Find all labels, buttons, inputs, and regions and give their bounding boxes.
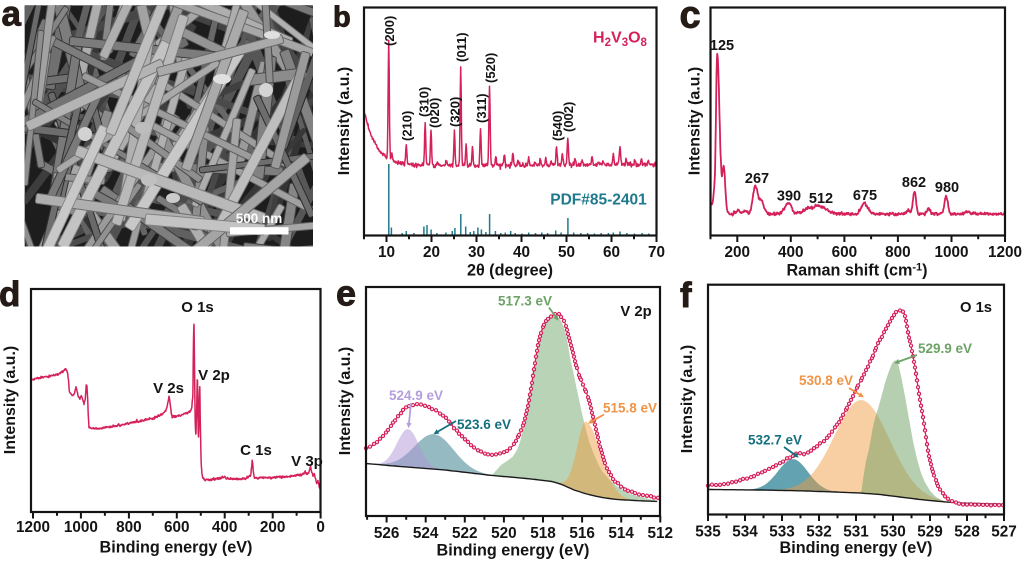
svg-text:532.7 eV: 532.7 eV: [748, 433, 802, 448]
svg-text:O 1s: O 1s: [181, 299, 214, 316]
svg-text:800: 800: [116, 519, 142, 536]
svg-text:0: 0: [316, 519, 325, 536]
svg-text:b: b: [333, 2, 351, 34]
svg-text:(020): (020): [427, 98, 442, 128]
svg-text:(540): (540): [550, 111, 565, 141]
svg-text:531: 531: [843, 524, 869, 541]
svg-text:500 nm: 500 nm: [236, 211, 283, 226]
svg-text:V 3p: V 3p: [291, 453, 323, 470]
svg-text:(311): (311): [474, 93, 489, 123]
svg-text:516: 516: [569, 525, 595, 542]
svg-text:2θ (degree): 2θ (degree): [467, 262, 553, 280]
svg-text:524.9 eV: 524.9 eV: [389, 388, 443, 403]
svg-text:532: 532: [806, 524, 832, 541]
svg-text:O 1s: O 1s: [960, 300, 992, 316]
svg-text:600: 600: [832, 244, 858, 261]
svg-text:d: d: [0, 275, 20, 314]
svg-text:(200): (200): [382, 16, 397, 46]
svg-text:529.9 eV: 529.9 eV: [918, 341, 972, 356]
svg-text:10: 10: [378, 244, 395, 261]
svg-text:125: 125: [710, 38, 734, 54]
svg-text:Intensity (a.u.): Intensity (a.u.): [337, 347, 354, 455]
svg-text:Binding energy (eV): Binding energy (eV): [100, 539, 253, 557]
svg-text:512: 512: [648, 525, 674, 542]
svg-text:517.3 eV: 517.3 eV: [498, 294, 552, 309]
svg-text:530: 530: [880, 524, 906, 541]
svg-text:V 2s: V 2s: [153, 380, 184, 397]
svg-text:862: 862: [902, 175, 926, 191]
svg-text:512: 512: [809, 191, 833, 207]
svg-text:533: 533: [769, 524, 795, 541]
svg-text:1200: 1200: [16, 519, 50, 536]
svg-text:267: 267: [745, 171, 769, 187]
svg-text:527: 527: [991, 524, 1017, 541]
svg-text:400: 400: [778, 244, 804, 261]
svg-text:524: 524: [413, 525, 439, 542]
svg-text:675: 675: [853, 188, 877, 204]
svg-text:H2V3O8: H2V3O8: [593, 30, 648, 50]
svg-text:1000: 1000: [934, 244, 968, 261]
svg-text:PDF#85-2401: PDF#85-2401: [550, 192, 647, 209]
svg-text:40: 40: [513, 244, 530, 261]
svg-text:600: 600: [164, 519, 190, 536]
svg-text:520: 520: [491, 525, 517, 542]
svg-text:Binding energy (eV): Binding energy (eV): [437, 542, 590, 560]
svg-text:800: 800: [885, 244, 911, 261]
svg-text:c: c: [680, 0, 701, 36]
svg-text:200: 200: [725, 244, 751, 261]
svg-text:(320): (320): [448, 97, 463, 127]
svg-text:522: 522: [452, 525, 478, 542]
svg-text:1000: 1000: [64, 519, 98, 536]
svg-text:V 2p: V 2p: [620, 304, 651, 320]
svg-text:60: 60: [603, 244, 620, 261]
svg-text:534: 534: [732, 524, 758, 541]
svg-text:e: e: [336, 273, 356, 314]
svg-text:530.8 eV: 530.8 eV: [799, 373, 853, 388]
svg-text:Raman shift (cm-1): Raman shift (cm-1): [786, 262, 927, 280]
svg-text:Binding energy (eV): Binding energy (eV): [780, 539, 933, 557]
svg-text:f: f: [680, 276, 692, 315]
svg-text:(520): (520): [483, 53, 498, 83]
svg-text:200: 200: [260, 519, 286, 536]
svg-text:1200: 1200: [988, 244, 1022, 261]
svg-text:20: 20: [423, 244, 440, 261]
svg-text:528: 528: [954, 524, 980, 541]
svg-text:400: 400: [212, 519, 238, 536]
svg-text:30: 30: [468, 244, 485, 261]
svg-text:518: 518: [530, 525, 556, 542]
svg-text:526: 526: [374, 525, 400, 542]
svg-text:529: 529: [917, 524, 943, 541]
svg-text:980: 980: [935, 180, 959, 196]
svg-text:Intensity (a.u.): Intensity (a.u.): [687, 67, 704, 175]
svg-text:C 1s: C 1s: [240, 442, 272, 459]
svg-text:(002): (002): [561, 102, 576, 132]
svg-text:(210): (210): [400, 111, 415, 141]
svg-text:V 2p: V 2p: [198, 367, 230, 384]
svg-text:(310): (310): [416, 87, 431, 117]
svg-text:523.6 eV: 523.6 eV: [457, 417, 511, 432]
svg-text:a: a: [2, 0, 22, 34]
svg-text:(011): (011): [454, 32, 469, 62]
svg-text:50: 50: [558, 244, 575, 261]
svg-text:Intensity (a.u.): Intensity (a.u.): [2, 346, 19, 454]
svg-text:515.8 eV: 515.8 eV: [603, 401, 657, 416]
svg-text:535: 535: [695, 524, 721, 541]
svg-text:Intensity (a.u.): Intensity (a.u.): [679, 345, 696, 453]
svg-text:390: 390: [777, 189, 801, 205]
svg-text:514: 514: [608, 525, 634, 542]
svg-text:Intensity (a.u.): Intensity (a.u.): [336, 67, 353, 175]
svg-text:70: 70: [648, 244, 665, 261]
